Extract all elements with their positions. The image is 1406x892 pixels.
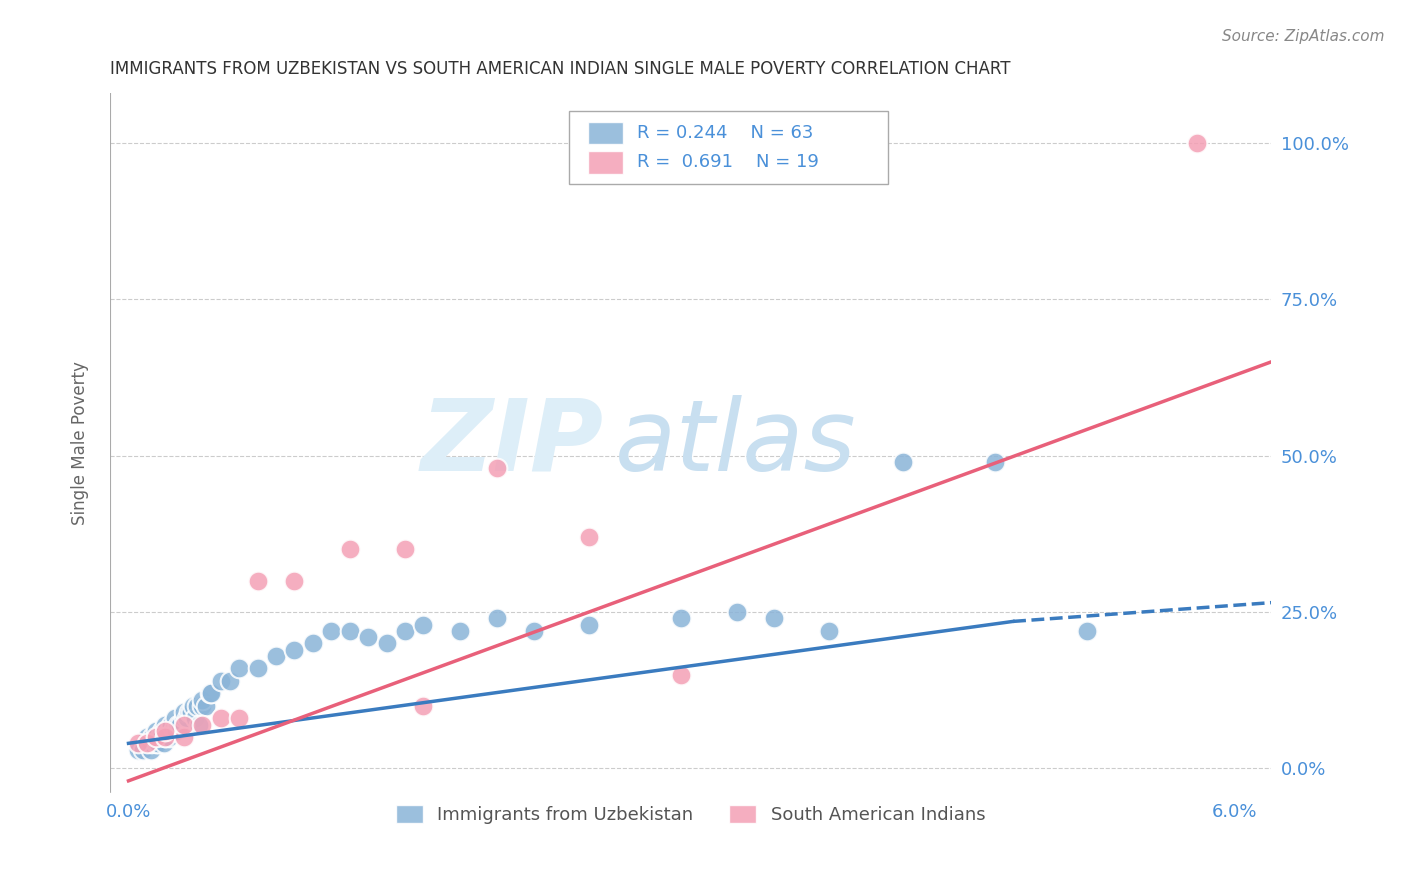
Point (141, 730, 163, 744)
Point (486, 611, 509, 625)
Point (578, 617, 600, 632)
Point (198, 686, 221, 700)
Point (283, 574, 305, 588)
Point (449, 624, 471, 638)
Point (184, 711, 207, 725)
Point (145, 736, 167, 750)
Point (127, 736, 149, 750)
Point (191, 692, 214, 706)
Point (375, 636, 398, 650)
Point (162, 723, 184, 738)
Point (891, 455, 914, 469)
Point (1187, 136, 1209, 150)
Point (486, 461, 509, 475)
Point (228, 661, 250, 675)
Point (169, 717, 191, 731)
Point (136, 736, 159, 750)
Y-axis label: Single Male Poverty: Single Male Poverty (72, 361, 89, 525)
Point (218, 673, 240, 688)
Point (246, 574, 269, 588)
Point (136, 730, 159, 744)
Text: atlas: atlas (614, 394, 856, 491)
Point (139, 742, 162, 756)
Point (186, 698, 208, 713)
Point (165, 723, 187, 738)
Text: Source: ZipAtlas.com: Source: ZipAtlas.com (1222, 29, 1385, 45)
Text: IMMIGRANTS FROM UZBEKISTAN VS SOUTH AMERICAN INDIAN SINGLE MALE POVERTY CORRELAT: IMMIGRANTS FROM UZBEKISTAN VS SOUTH AMER… (110, 60, 1011, 78)
Point (264, 648, 287, 663)
Point (671, 667, 693, 681)
Point (671, 611, 693, 625)
Point (155, 717, 177, 731)
Point (157, 730, 180, 744)
Point (357, 630, 380, 644)
Point (321, 624, 343, 638)
Point (301, 636, 323, 650)
Point (163, 717, 186, 731)
Point (725, 605, 748, 619)
Legend: Immigrants from Uzbekistan, South American Indians: Immigrants from Uzbekistan, South Americ… (387, 796, 994, 833)
Point (157, 723, 180, 738)
Point (180, 705, 202, 719)
Point (145, 730, 167, 744)
Point (412, 617, 434, 632)
Point (173, 711, 195, 725)
Text: ZIP: ZIP (420, 394, 603, 491)
Point (155, 730, 177, 744)
Point (578, 530, 600, 544)
Point (762, 611, 785, 625)
Point (1076, 624, 1098, 638)
Point (173, 717, 195, 731)
Point (167, 717, 190, 731)
Point (173, 705, 195, 719)
Point (191, 717, 214, 731)
Point (412, 698, 434, 713)
Point (136, 736, 159, 750)
Point (150, 723, 173, 738)
Point (155, 730, 177, 744)
FancyBboxPatch shape (568, 111, 889, 184)
Point (228, 711, 250, 725)
Point (127, 742, 149, 756)
Point (155, 723, 177, 738)
Point (146, 736, 169, 750)
Point (246, 661, 269, 675)
Point (145, 723, 167, 738)
FancyBboxPatch shape (589, 121, 623, 145)
Point (191, 698, 214, 713)
Point (523, 624, 546, 638)
Point (132, 742, 155, 756)
Point (173, 730, 195, 744)
Point (817, 624, 839, 638)
Point (194, 698, 217, 713)
Point (394, 542, 416, 557)
Point (152, 736, 174, 750)
Point (163, 711, 186, 725)
Point (176, 711, 198, 725)
Text: R =  0.691    N = 19: R = 0.691 N = 19 (637, 153, 820, 171)
Point (339, 542, 361, 557)
Point (187, 717, 209, 731)
Point (983, 455, 1005, 469)
Point (160, 717, 183, 731)
Point (179, 705, 201, 719)
Point (339, 624, 361, 638)
Point (283, 642, 305, 657)
Point (209, 673, 232, 688)
Point (209, 711, 232, 725)
FancyBboxPatch shape (589, 151, 623, 174)
Text: R = 0.244    N = 63: R = 0.244 N = 63 (637, 124, 814, 142)
Point (181, 698, 204, 713)
Point (394, 624, 416, 638)
Point (155, 723, 177, 738)
Point (149, 730, 172, 744)
Point (200, 686, 222, 700)
Point (139, 736, 162, 750)
